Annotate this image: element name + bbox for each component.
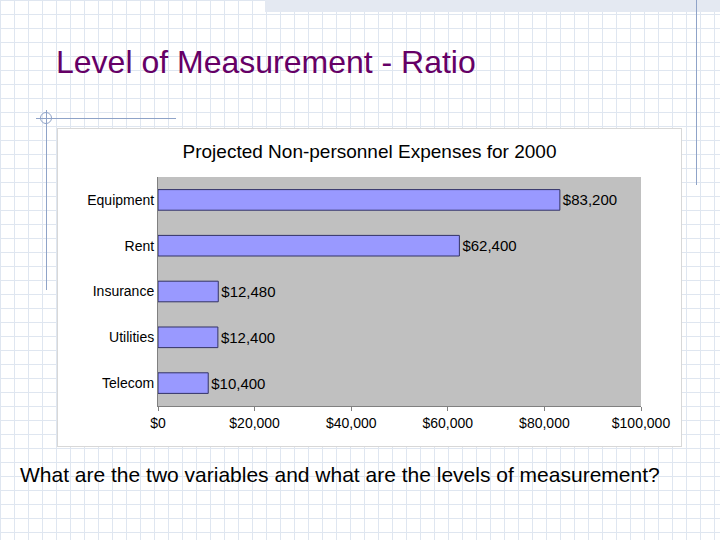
- svg-text:$40,000: $40,000: [326, 415, 377, 431]
- svg-text:$20,000: $20,000: [229, 415, 280, 431]
- svg-text:Utilities: Utilities: [109, 329, 154, 345]
- svg-text:$0: $0: [150, 415, 166, 431]
- html-text:What are the two variables and: What are the two variables and what are …: [20, 463, 660, 486]
- svg-text:$12,480: $12,480: [221, 283, 275, 300]
- svg-text:$12,400: $12,400: [221, 329, 275, 346]
- svg-text:$80,000: $80,000: [519, 415, 570, 431]
- svg-text:Rent: Rent: [125, 238, 155, 254]
- svg-text:$83,200: $83,200: [563, 191, 617, 208]
- svg-text:$62,400: $62,400: [462, 237, 516, 254]
- svg-text:Projected Non-personnel Expens: Projected Non-personnel Expenses for 200…: [183, 141, 557, 162]
- svg-text:$60,000: $60,000: [422, 415, 473, 431]
- html-text:Level of Measurement - Ratio: Level of Measurement - Ratio: [56, 44, 476, 80]
- svg-text:Equipment: Equipment: [87, 192, 154, 208]
- svg-text:$10,400: $10,400: [211, 375, 265, 392]
- svg-text:Insurance: Insurance: [93, 283, 155, 299]
- svg-text:$100,000: $100,000: [612, 415, 671, 431]
- svg-text:Telecom: Telecom: [102, 375, 154, 391]
